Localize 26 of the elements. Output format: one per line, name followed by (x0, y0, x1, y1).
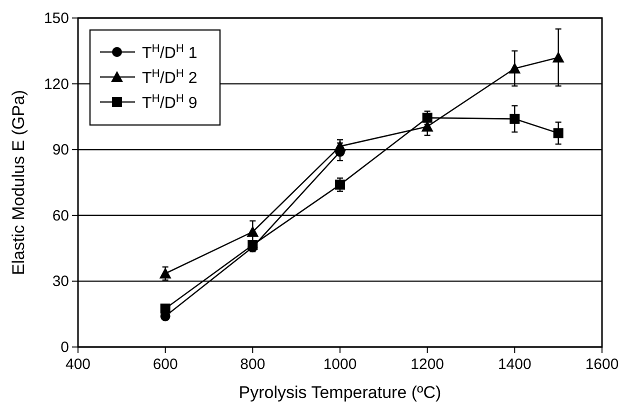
y-tick-label: 120 (44, 76, 69, 93)
point (335, 180, 345, 190)
x-tick-label: 1600 (585, 356, 619, 373)
legend-label: T$^{H}$/D$^{H}$ 2 (142, 68, 198, 87)
y-axis-title: Elastic Modulus E (GPa) (9, 90, 28, 276)
point (552, 51, 564, 62)
x-axis-title: Pyrolysis Temperature (ºC) (238, 383, 442, 402)
legend-label: T$^{H}$/D$^{H}$ 9 (142, 93, 198, 112)
point (160, 304, 170, 314)
point (553, 128, 564, 138)
y-tick-label: 30 (52, 273, 69, 290)
x-tick-label: 1000 (323, 356, 357, 373)
x-tick-label: 800 (240, 356, 266, 373)
point (246, 226, 259, 237)
y-tick-label: 150 (44, 10, 69, 27)
y-tick-label: 60 (52, 207, 69, 224)
x-tick-label: 1400 (498, 356, 532, 373)
x-tick-label: 1200 (410, 356, 444, 373)
x-tick-label: 400 (65, 356, 91, 373)
y-tick-label: 90 (52, 142, 69, 159)
legend-label: T$^{H}$/D$^{H}$ 1 (142, 43, 198, 62)
y-tick-label: 0 (60, 339, 69, 356)
point (510, 114, 520, 124)
point (159, 268, 172, 279)
point (508, 62, 521, 74)
x-tick-label: 600 (152, 356, 178, 373)
